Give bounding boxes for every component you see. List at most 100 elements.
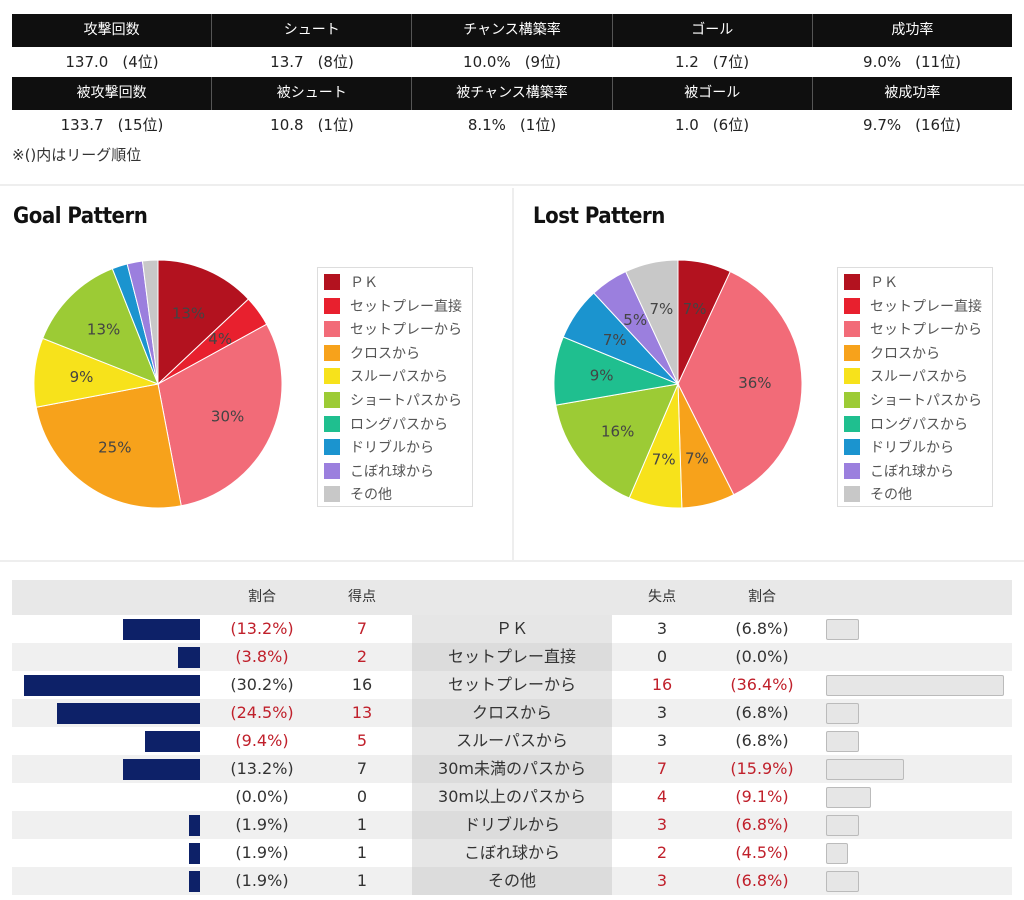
goals-for-bar [24, 675, 200, 696]
goals-for-count: 1 [356, 815, 368, 834]
stat-value: 1.0 [674, 116, 699, 134]
legend-item: クロスから [324, 343, 420, 363]
table-header: 割合 得点 失点 割合 [12, 580, 1012, 615]
goals-against-count: 3 [656, 731, 668, 750]
pattern-category: セットプレー直接 [412, 643, 612, 671]
legend-swatch [324, 344, 340, 361]
lost-pattern-legend: ＰＫ セットプレー直接 セットプレーから クロスから スルーパスから ショートパスから ロン… [837, 267, 993, 507]
stat-value-cell: 10.0% (9位) [412, 47, 612, 77]
goals-against-count: 0 [656, 647, 668, 666]
lost-pattern-title: Lost Pattern [533, 204, 665, 229]
legend-label: その他 [350, 487, 392, 504]
legend-label: セットプレー直接 [870, 298, 982, 315]
goals-against-bar [826, 787, 871, 808]
legend-label: こぼれ球から [870, 463, 954, 480]
goals-against-ratio: (6.8%) [735, 871, 789, 890]
legend-item: ショートパスから [844, 390, 982, 410]
goals-against-bar [826, 731, 860, 752]
pie-slice [35, 383, 182, 509]
pie-slice-label: 7% [652, 451, 676, 469]
stat-value-cell: 137.0 (4位) [12, 47, 212, 77]
legend-label: ＰＫ [870, 275, 898, 291]
legend-item: セットプレーから [324, 319, 462, 339]
stat-header: 成功率 [811, 14, 1012, 47]
stat-header: 被チャンス構築率 [411, 77, 611, 110]
stat-value: 9.7% [863, 116, 902, 134]
stat-header: 被シュート [211, 77, 411, 110]
goals-against-bar [826, 871, 860, 892]
pattern-category: ドリブルから [412, 811, 612, 839]
stat-value: 133.7 [60, 116, 104, 134]
pattern-category: スルーパスから [412, 727, 612, 755]
legend-item: その他 [844, 484, 912, 504]
pie-slice-label: 7% [685, 450, 709, 468]
table-row: (9.4%) 5 スルーパスから 3 (6.8%) [12, 727, 1012, 755]
pie-slice-label: 5% [623, 311, 647, 329]
legend-label: ショートパスから [870, 393, 982, 409]
pie-slice-label: 7% [683, 300, 707, 318]
goals-against-ratio: (6.8%) [735, 619, 789, 638]
stat-rank: (9位) [524, 53, 561, 71]
stat-value-cell: 9.7% (16位) [812, 110, 1012, 140]
goals-for-ratio: (13.2%) [230, 759, 294, 778]
legend-item: こぼれ球から [844, 461, 954, 481]
legend-label: セットプレーから [350, 322, 462, 339]
goals-for-count: 13 [351, 703, 373, 722]
legend-item: ショートパスから [324, 390, 462, 410]
stat-rank: (11位) [915, 53, 961, 71]
goals-for-count: 1 [356, 843, 368, 862]
stat-rank: (4位) [122, 53, 159, 71]
legend-swatch [324, 297, 340, 314]
legend-item: スルーパスから [324, 366, 448, 386]
goals-for-bar [188, 843, 200, 864]
stat-header: 被攻撃回数 [76, 85, 147, 101]
goals-against-bar [826, 815, 860, 836]
goals-for-ratio: (1.9%) [235, 843, 289, 862]
table-row: (30.2%) 16 セットプレーから 16 (36.4%) [12, 671, 1012, 699]
goals-for-bar [188, 871, 200, 892]
goals-against-bar [826, 759, 904, 780]
stat-value-cell: 10.8 (1位) [212, 110, 412, 140]
goals-against-ratio: (15.9%) [730, 759, 794, 778]
legend-swatch [844, 368, 860, 385]
pattern-category: 30m以上のパスから [412, 783, 612, 811]
stat-value: 10.8 [270, 116, 304, 134]
pie-slice-label: 7% [650, 300, 674, 318]
goals-for-bar [123, 759, 200, 780]
legend-swatch [844, 321, 860, 338]
goals-for-ratio: (24.5%) [230, 703, 294, 722]
goals-against-count: 3 [656, 871, 668, 890]
lost-pattern-pie: 7%36%7%7%16%9%7%5%7% [553, 259, 803, 509]
goals-against-bar [826, 843, 848, 864]
legend-swatch [324, 368, 340, 385]
legend-item: こぼれ球から [324, 461, 434, 481]
attack-header-row: 攻撃回数 シュート チャンス構築率 ゴール 成功率 [12, 14, 1012, 47]
legend-label: ドリブルから [870, 440, 954, 457]
stat-header: 被ゴール [611, 77, 812, 110]
legend-swatch [844, 486, 860, 503]
pie-slice-label: 13% [172, 304, 205, 322]
goals-against-bar [826, 619, 860, 640]
legend-swatch [324, 439, 340, 456]
table-body: (13.2%) 7 ＰＫ 3 (6.8%) (3.8%) 2 セットプレー直接 0 (0.0%)(… [12, 615, 1012, 895]
goals-against-bar [826, 703, 860, 724]
legend-item: その他 [324, 484, 392, 504]
legend-swatch [324, 392, 340, 408]
section-divider [0, 560, 1024, 562]
stat-rank: (1位) [519, 116, 557, 134]
table-row: (1.9%) 1 ドリブルから 3 (6.8%) [12, 811, 1012, 839]
for-ratio-header: 割合 [248, 589, 276, 605]
defense-header-row: 被攻撃回数 被シュート 被チャンス構築率 被ゴール 被成功率 [12, 77, 1012, 110]
legend-item: ロングパスから [844, 414, 968, 434]
goals-against-ratio: (9.1%) [735, 787, 789, 806]
goals-for-count: 5 [356, 731, 368, 750]
goals-against-ratio: (6.8%) [735, 815, 789, 834]
legend-label: その他 [870, 487, 912, 504]
pie-slice-label: 9% [70, 368, 94, 386]
goals-against-header: 失点 [648, 589, 676, 605]
goal-pattern-pie: 13%4%30%25%9%13% [33, 259, 283, 509]
stat-header: チャンス構築率 [411, 14, 611, 47]
legend-item: ロングパスから [324, 414, 448, 434]
table-row: (3.8%) 2 セットプレー直接 0 (0.0%) [12, 643, 1012, 671]
defense-value-row: 133.7 (15位) 10.8 (1位) 8.1% (1位) 1.0 (6位) 9.7… [12, 110, 1012, 140]
